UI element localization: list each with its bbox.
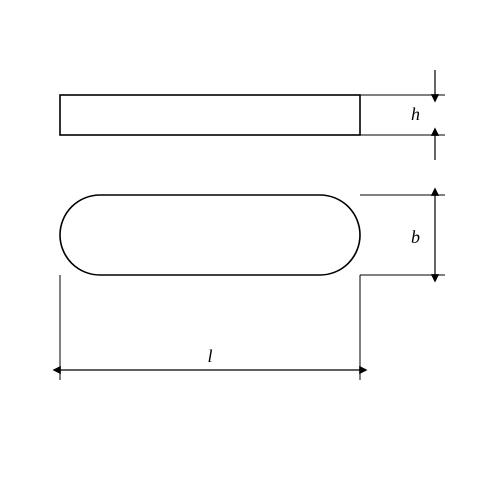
dim-l-label: l bbox=[207, 346, 212, 366]
side-view-rect bbox=[60, 95, 360, 135]
top-view-slot bbox=[60, 195, 360, 275]
dim-b-label: b bbox=[411, 227, 420, 247]
dim-h-label: h bbox=[411, 104, 420, 124]
technical-drawing: h b l bbox=[0, 0, 500, 500]
